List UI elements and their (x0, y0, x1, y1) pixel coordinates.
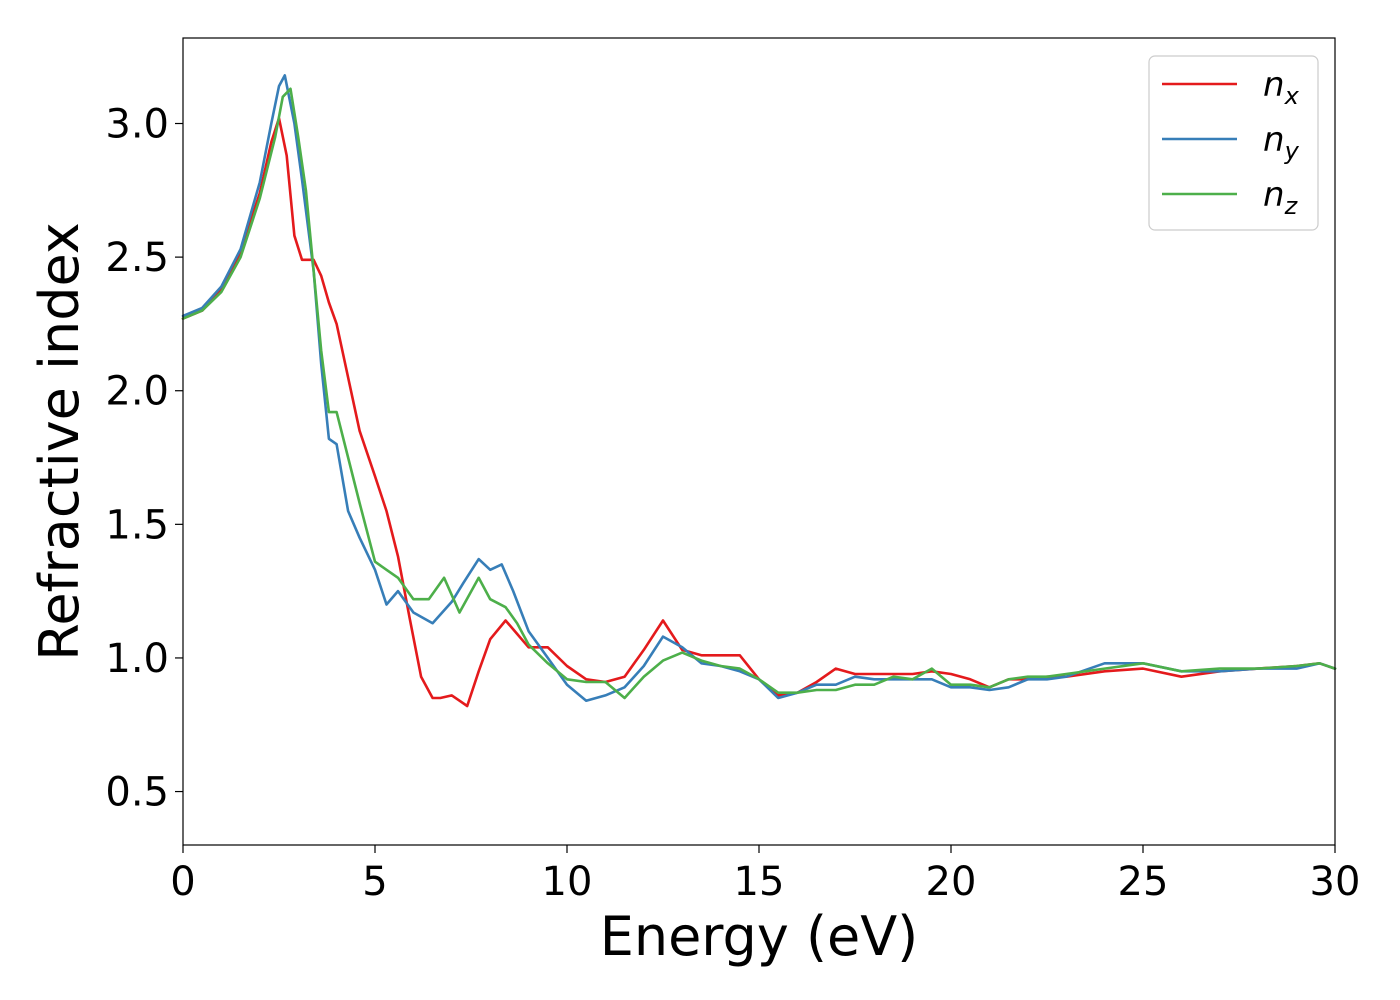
x-axis-title: Energy (eV) (600, 905, 919, 968)
x-tick-label: 10 (542, 859, 593, 905)
y-axis: 0.5 1.0 1.5 2.0 2.5 3.0 (105, 102, 183, 816)
x-tick-label: 30 (1310, 859, 1361, 905)
y-tick-label: 3.0 (105, 102, 169, 148)
legend-box (1148, 55, 1319, 231)
x-tick-label: 25 (1118, 859, 1169, 905)
y-tick-label: 2.5 (105, 235, 169, 281)
legend-label-z: nz (1263, 175, 1299, 220)
x-tick-label: 15 (734, 859, 785, 905)
x-tick-label: 20 (926, 859, 977, 905)
y-tick-label: 1.5 (105, 502, 169, 548)
legend-label-x: nx (1263, 65, 1300, 110)
series-line-z (181, 87, 1337, 700)
y-tick-label: 0.5 (105, 770, 169, 816)
series-layer (181, 74, 1337, 708)
x-tick-label: 5 (362, 859, 387, 905)
y-tick-label: 2.0 (105, 369, 169, 415)
y-axis-title: Refractive index (28, 222, 91, 661)
x-tick-label: 0 (170, 859, 195, 905)
y-tick-label: 1.0 (105, 636, 169, 682)
x-axis: 0 5 10 15 20 25 30 (170, 845, 1360, 905)
legend-label-y: ny (1263, 120, 1300, 165)
legend: nx ny nz (1148, 55, 1319, 231)
